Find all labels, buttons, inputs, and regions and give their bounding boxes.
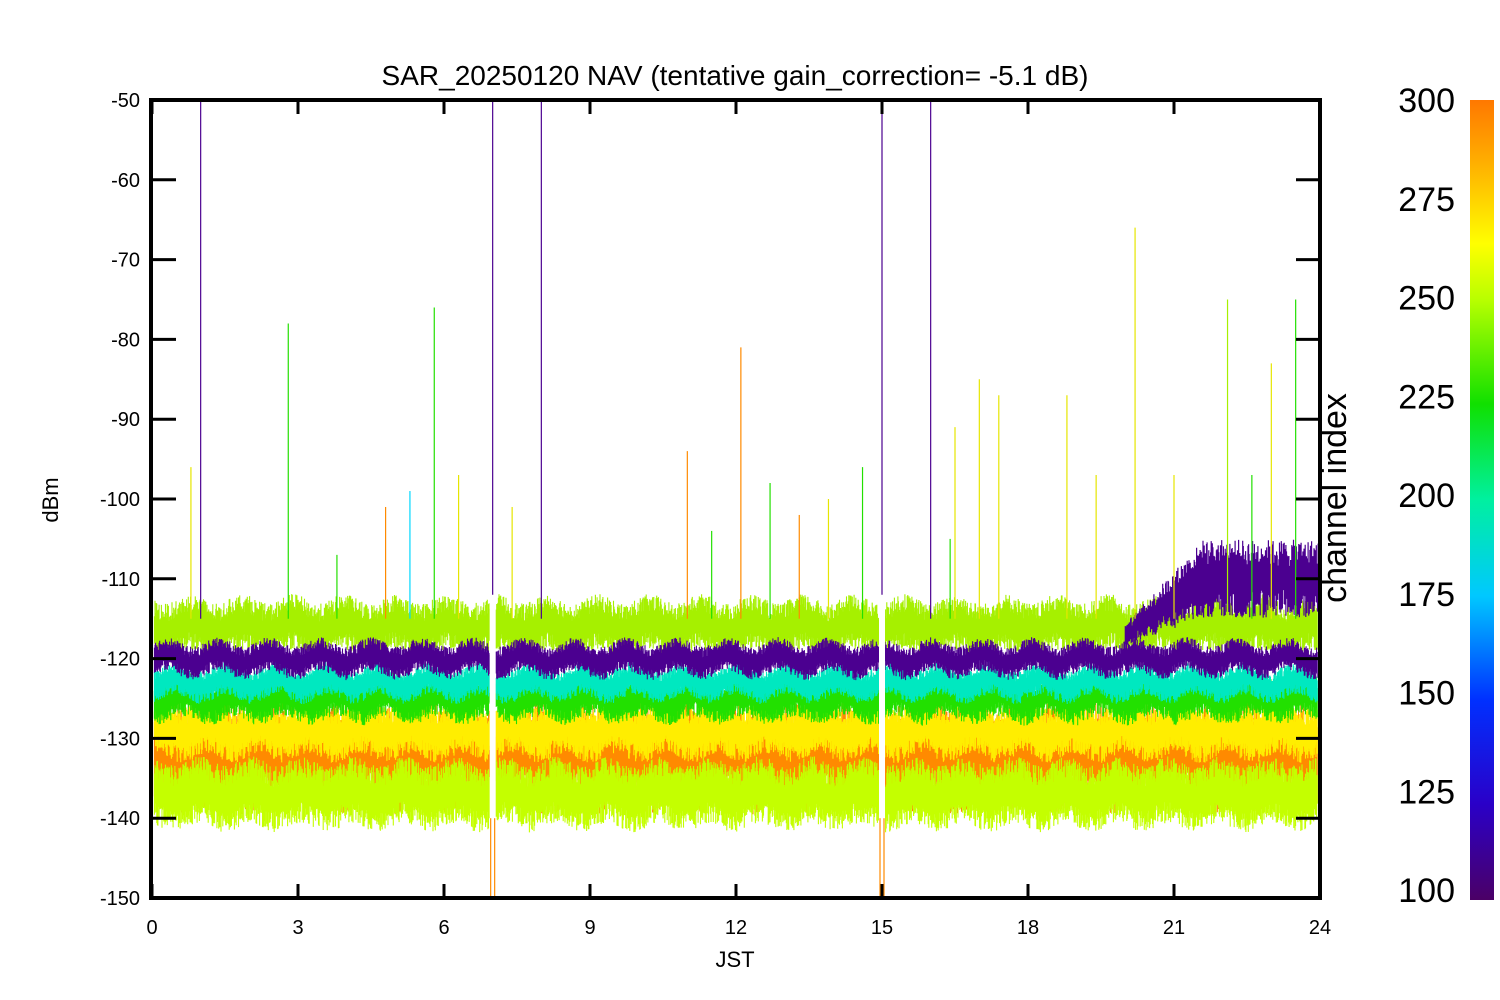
x-tick-label: 21 <box>1163 917 1185 939</box>
colorbar-tick-label: 275 <box>1398 181 1455 219</box>
colorbar-label: channel index <box>1316 393 1354 603</box>
x-tick-label: 24 <box>1309 917 1331 939</box>
y-tick-label: -120 <box>100 649 140 671</box>
x-axis-label: JST <box>715 947 754 972</box>
y-tick-label: -130 <box>100 728 140 750</box>
y-tick-label: -140 <box>100 808 140 830</box>
data-gap-0 <box>489 594 496 898</box>
series-band-275 <box>153 698 1318 763</box>
x-tick-label: 12 <box>725 917 747 939</box>
y-tick-label: -60 <box>111 170 140 192</box>
y-tick-label: -100 <box>100 489 140 511</box>
chart-title: SAR_20250120 NAV (tentative gain_correct… <box>382 60 1089 91</box>
y-tick-label: -110 <box>101 569 140 591</box>
y-tick-label: -90 <box>111 409 140 431</box>
y-tick-label: -50 <box>111 90 140 112</box>
series-band-265 <box>153 756 1318 833</box>
colorbar-tick-label: 100 <box>1398 872 1455 910</box>
colorbar-tick-label: 175 <box>1398 576 1455 614</box>
colorbar-tick-label: 225 <box>1398 378 1455 416</box>
colorbar-tick-label: 150 <box>1398 675 1455 713</box>
y-axis: -50 -60 -70 -80 -90 -100 -110 -120 -130 -140 -150 <box>100 90 1320 910</box>
x-tick-label: 6 <box>438 917 449 939</box>
colorbar-ticks: 300 275 250 225 200 175 150 125 100 <box>1398 82 1455 910</box>
x-tick-label: 0 <box>146 917 157 939</box>
series-band-255 <box>153 594 1318 660</box>
y-tick-label: -80 <box>111 329 140 351</box>
y-tick-label: -70 <box>111 250 140 272</box>
colorbar-tick-label: 300 <box>1398 82 1455 120</box>
x-tick-label: 15 <box>871 917 893 939</box>
plot-area <box>153 100 1320 898</box>
x-tick-label: 18 <box>1017 917 1039 939</box>
colorbar-tick-label: 250 <box>1398 280 1455 318</box>
y-axis-label: dBm <box>38 477 63 522</box>
colorbar-tick-label: 200 <box>1398 477 1455 515</box>
colorbar <box>1470 100 1494 900</box>
x-axis: 0 3 6 9 12 15 18 21 24 <box>146 100 1331 939</box>
colorbar-tick-label: 125 <box>1398 773 1455 811</box>
x-tick-label: 9 <box>584 917 595 939</box>
y-tick-label: -150 <box>100 888 140 910</box>
data-gap-1 <box>879 594 885 898</box>
series-band-190 <box>153 661 1318 704</box>
x-tick-label: 3 <box>292 917 303 939</box>
